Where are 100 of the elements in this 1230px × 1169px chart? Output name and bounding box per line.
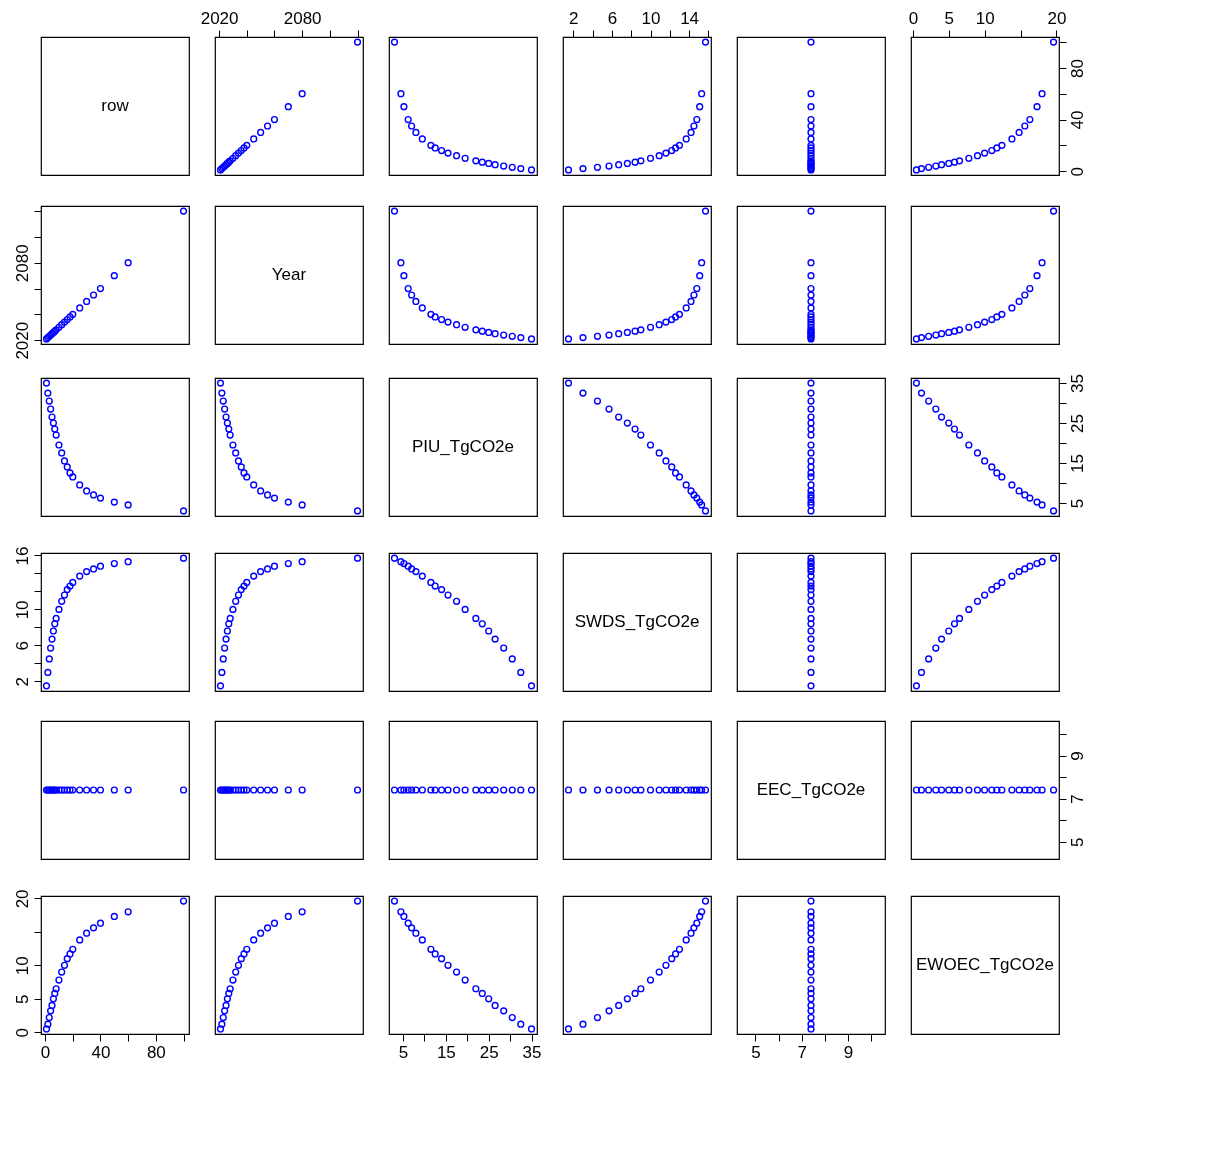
point	[682, 135, 690, 143]
point	[229, 441, 237, 449]
point	[945, 419, 953, 427]
point	[807, 1025, 815, 1033]
point	[965, 154, 973, 162]
point	[500, 1007, 508, 1015]
point	[45, 1013, 53, 1022]
point	[237, 463, 245, 471]
point	[408, 565, 416, 573]
point	[955, 157, 964, 165]
point	[47, 644, 55, 652]
point	[284, 498, 292, 506]
point	[945, 328, 953, 337]
point	[270, 494, 279, 502]
point	[932, 644, 940, 652]
point	[63, 586, 71, 594]
y-tick-label: 5	[12, 994, 32, 1005]
point	[234, 591, 243, 599]
point	[257, 487, 265, 495]
point	[58, 449, 66, 457]
point	[1015, 297, 1023, 306]
point	[461, 976, 469, 984]
y-tick-label: 5	[1067, 837, 1087, 847]
x-tick-label: 5	[398, 1042, 409, 1062]
point	[917, 164, 926, 173]
point	[655, 968, 663, 976]
point	[981, 591, 989, 599]
point	[807, 473, 815, 481]
point	[807, 919, 815, 927]
point	[564, 379, 573, 387]
point	[696, 498, 704, 506]
point	[431, 950, 439, 958]
point	[623, 995, 631, 1003]
point	[444, 149, 452, 157]
text: EEC_TgCO2e	[756, 780, 866, 799]
point	[52, 985, 60, 993]
point	[623, 419, 631, 427]
point	[807, 1013, 815, 1022]
point	[662, 149, 670, 157]
point	[668, 955, 676, 963]
y-tick-label: 2	[12, 677, 32, 687]
point	[472, 614, 480, 623]
point	[83, 297, 91, 306]
point	[96, 494, 105, 502]
point	[807, 379, 815, 387]
point	[1021, 491, 1029, 499]
x-tick-label: 2020	[200, 8, 239, 28]
point	[270, 562, 279, 570]
point	[397, 90, 405, 98]
point	[427, 141, 435, 149]
point	[284, 912, 292, 921]
point	[225, 620, 233, 628]
point	[60, 961, 69, 969]
point	[418, 572, 426, 580]
point	[42, 379, 51, 387]
text: Year	[271, 265, 307, 284]
point	[593, 397, 602, 405]
point	[225, 425, 233, 433]
point	[1049, 38, 1058, 46]
point	[615, 1001, 623, 1010]
point	[807, 586, 815, 594]
point	[179, 207, 188, 215]
point	[508, 332, 516, 340]
point	[631, 327, 639, 335]
point	[240, 144, 248, 152]
x-tick-label: 2080	[283, 8, 322, 28]
point	[807, 614, 815, 623]
point	[412, 297, 420, 306]
point	[593, 332, 602, 340]
point	[89, 924, 98, 932]
point	[807, 572, 815, 580]
point	[69, 578, 77, 587]
point	[437, 586, 446, 594]
y-tick-label: 2020	[12, 321, 32, 360]
point	[1015, 128, 1023, 137]
point	[66, 582, 74, 590]
point	[257, 568, 265, 576]
point	[1008, 572, 1016, 580]
point	[701, 897, 710, 905]
point	[662, 457, 670, 465]
point	[404, 115, 412, 124]
point	[517, 164, 525, 173]
point	[49, 995, 58, 1003]
point	[807, 494, 815, 502]
point	[418, 135, 426, 143]
point	[66, 950, 74, 958]
point	[431, 582, 439, 590]
point	[807, 297, 815, 306]
point	[981, 149, 989, 157]
point	[390, 554, 399, 562]
point	[472, 985, 480, 993]
point	[89, 291, 98, 299]
point	[232, 968, 240, 976]
point	[807, 449, 815, 457]
point	[284, 103, 292, 111]
point	[579, 164, 587, 173]
point	[993, 144, 1001, 152]
point	[807, 441, 815, 449]
point	[965, 441, 973, 449]
point	[925, 397, 933, 405]
